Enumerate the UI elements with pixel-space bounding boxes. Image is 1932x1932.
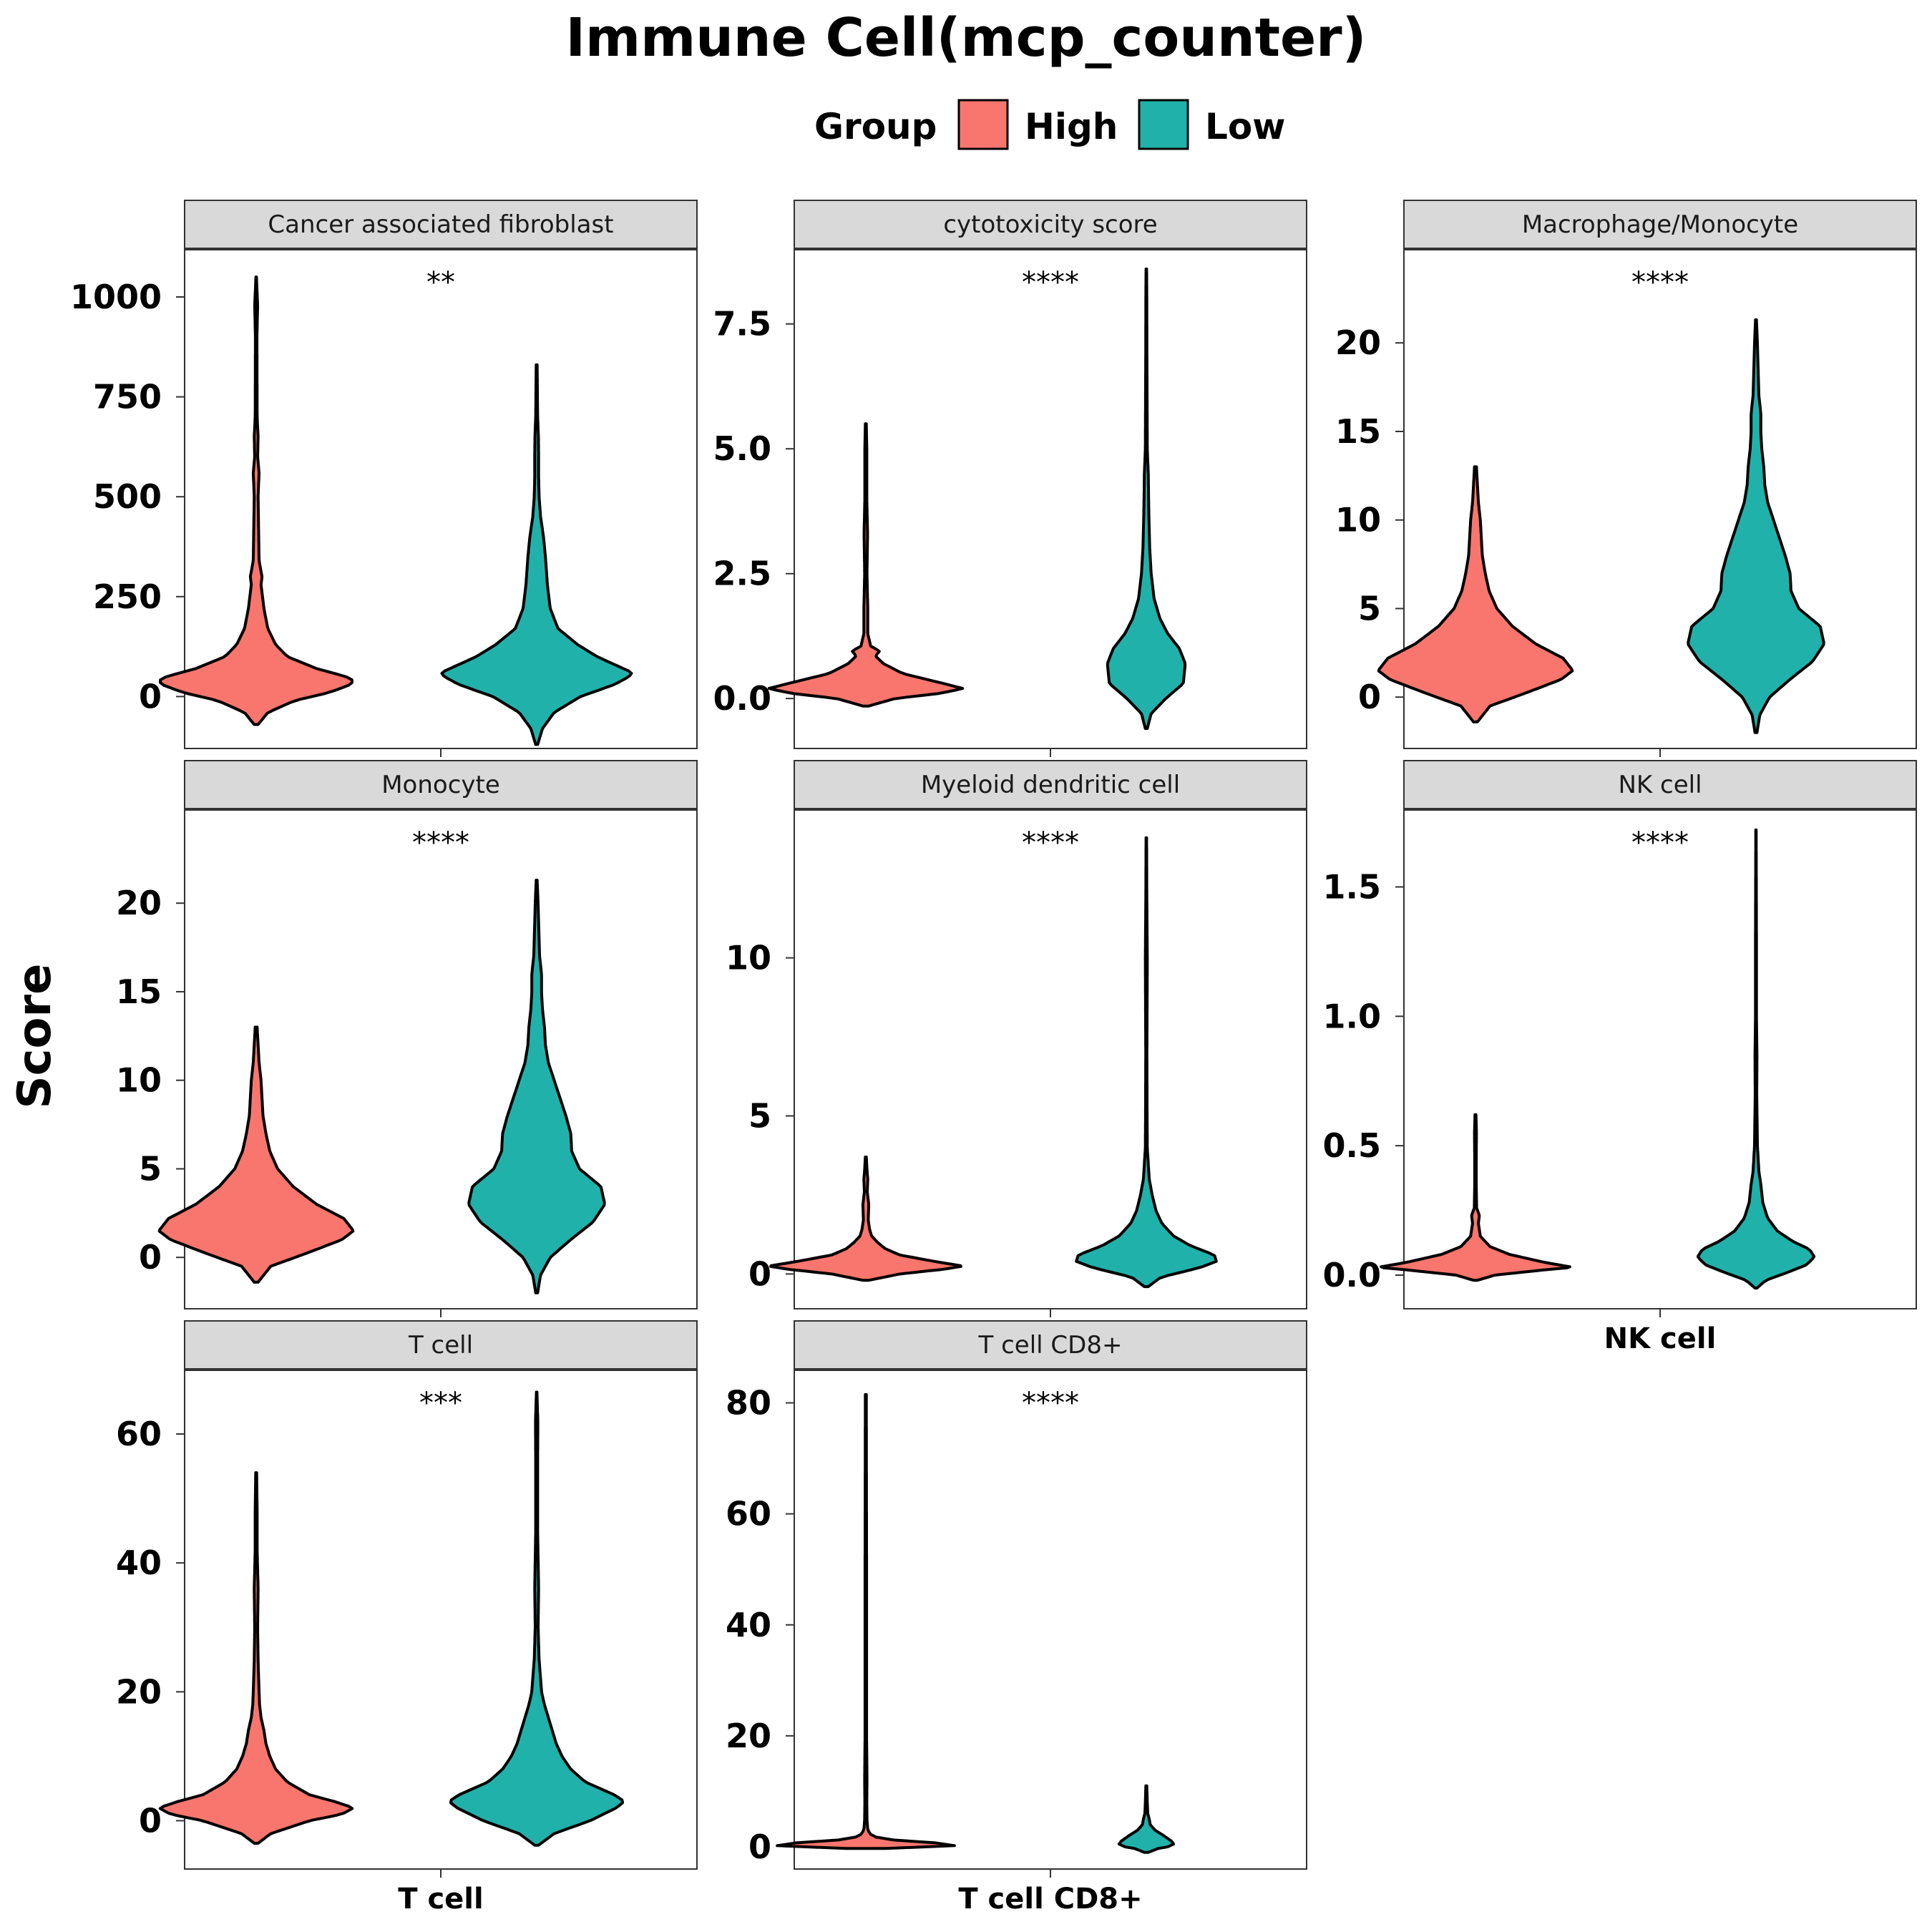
y-axis-label: Score: [9, 964, 62, 1109]
legend-label-low: Low: [1205, 106, 1285, 147]
y-tick-label: 750: [93, 378, 162, 416]
y-tick-label: 0: [139, 1801, 162, 1840]
x-category-label: NK cell: [1604, 1322, 1717, 1355]
significance-label: **: [426, 266, 455, 299]
violin-high: [769, 1155, 962, 1282]
legend: Group High Low: [814, 99, 1285, 150]
violin-low: [1687, 318, 1825, 734]
y-tick-label: 60: [116, 1415, 162, 1453]
y-tick-label: 0.0: [713, 679, 772, 718]
y-tick-label: 0: [1358, 678, 1381, 716]
facet-panels: Cancer associated fibroblast025050075010…: [70, 200, 1917, 1916]
y-tick-label: 10: [116, 1061, 162, 1100]
strip-label: Cancer associated fibroblast: [268, 210, 613, 239]
y-tick-label: 2.5: [713, 555, 772, 593]
strip-background: [184, 200, 698, 250]
violin-low: [1696, 828, 1816, 1290]
panel-monocyte: Monocyte05101520Monocyte****: [116, 760, 698, 1355]
significance-label: ****: [1631, 266, 1689, 299]
strip-background: [184, 1320, 698, 1370]
violin-high: [1380, 1113, 1571, 1282]
strip-label: Monocyte: [381, 771, 500, 799]
strip-label: T cell: [408, 1331, 473, 1360]
y-tick-label: 20: [116, 884, 162, 922]
significance-label: ****: [1631, 826, 1689, 859]
y-tick-label: 80: [726, 1384, 771, 1423]
y-tick-label: 10: [1335, 501, 1381, 540]
violin-low: [440, 363, 633, 746]
panel-nk-cell: NK cell 0.0 0.5 1.0 1.5 NK cell ****: [1323, 760, 1917, 1355]
strip-label: NK cell: [1618, 771, 1702, 799]
y-tick-label: 1.0: [1323, 997, 1382, 1035]
panel-myeloid-dendritic-cell: Myeloid dendritic cell0510Myeloid dendri…: [726, 760, 1307, 1355]
violin-high: [1377, 465, 1574, 723]
strip-background: [1403, 760, 1917, 810]
strip-background: [794, 200, 1307, 250]
strip-label: Myeloid dendritic cell: [921, 771, 1180, 799]
significance-label: ****: [1022, 826, 1079, 859]
strip-label: T cell CD8+: [978, 1331, 1123, 1360]
y-tick-label: 5: [1358, 589, 1381, 628]
violin-low: [1075, 836, 1218, 1289]
y-tick-label: 0: [139, 677, 162, 716]
y-tick-label: 60: [726, 1495, 771, 1533]
y-tick-label: 0.5: [1323, 1126, 1382, 1165]
y-tick-label: 1000: [70, 278, 162, 316]
y-tick-label: 40: [116, 1543, 162, 1582]
x-category-label: T cell CD8+: [958, 1883, 1142, 1916]
significance-label: ****: [1022, 1387, 1079, 1420]
y-tick-label: 0.0: [1323, 1256, 1382, 1294]
strip-background: [1403, 200, 1917, 250]
panel-t-cell: T cell 0 20 40 60 T cell ***: [116, 1320, 698, 1916]
panel-t-cell-cd8: T cell CD8+ 0 20 40 60 80 T cell CD8+ ****: [726, 1320, 1307, 1916]
y-tick-label: 0: [139, 1238, 162, 1277]
panel-macrophage-monocyte: Macrophage/Monocyte05101520Macrophage/Mo…: [1335, 200, 1917, 795]
y-tick-label: 15: [116, 972, 162, 1011]
strip-background: [184, 760, 698, 810]
panel-cancer-associated-fibroblast: Cancer associated fibroblast 0 250 500 750 10…: [70, 200, 698, 795]
y-tick-label: 5: [139, 1149, 162, 1188]
y-tick-label: 15: [1335, 412, 1381, 451]
violin-high: [157, 1025, 355, 1284]
violin-low: [467, 879, 606, 1294]
violin-high: [776, 1392, 956, 1850]
strip-label: Macrophage/Monocyte: [1522, 210, 1798, 239]
legend-label-high: High: [1025, 106, 1118, 147]
y-tick-label: 5.0: [713, 429, 772, 468]
legend-swatch-low: [1138, 99, 1189, 150]
strip-background: [794, 760, 1307, 810]
violin-low: [1117, 1784, 1176, 1854]
y-tick-label: 7.5: [713, 305, 772, 343]
x-category-label: T cell: [398, 1883, 483, 1916]
violin-low: [449, 1390, 625, 1847]
y-tick-label: 500: [93, 477, 162, 516]
strip-label: cytotoxicity score: [943, 210, 1157, 239]
violin-high: [158, 1471, 354, 1845]
y-tick-label: 0: [748, 1828, 771, 1866]
significance-label: ****: [412, 826, 469, 859]
legend-title: Group: [814, 106, 937, 147]
y-tick-label: 250: [93, 577, 162, 616]
y-tick-label: 20: [1335, 323, 1381, 362]
significance-label: ****: [1022, 266, 1079, 299]
violin-high: [767, 422, 965, 708]
y-tick-label: 20: [726, 1717, 771, 1755]
y-tick-label: 20: [116, 1672, 162, 1711]
y-tick-label: 5: [748, 1097, 771, 1136]
y-tick-label: 1.5: [1323, 867, 1382, 906]
violin-high: [159, 275, 353, 726]
y-tick-label: 0: [748, 1254, 771, 1293]
panel-cytotoxicity-score: cytotoxicity score0.02.55.07.5cytotoxici…: [713, 200, 1307, 795]
y-tick-label: 40: [726, 1606, 771, 1644]
panel-border: [794, 1369, 1307, 1870]
violin-low: [1106, 267, 1187, 731]
y-tick-label: 10: [726, 939, 771, 977]
significance-label: ***: [419, 1387, 462, 1420]
legend-swatch-high: [957, 99, 1009, 150]
chart-title: Immune Cell(mcp_counter): [566, 7, 1367, 69]
